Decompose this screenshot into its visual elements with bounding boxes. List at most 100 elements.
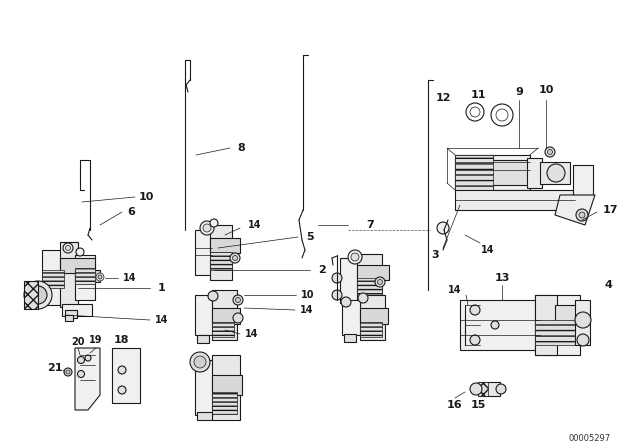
Bar (24, 281, 38, 309)
Circle shape (547, 164, 565, 182)
Circle shape (77, 357, 84, 363)
Bar (478, 382, 488, 396)
Circle shape (437, 222, 449, 234)
Bar (75, 268, 95, 284)
Bar (212, 375, 242, 395)
Text: 15: 15 (470, 400, 486, 410)
Circle shape (66, 370, 70, 374)
Circle shape (65, 246, 70, 250)
Text: 5: 5 (306, 232, 314, 242)
Bar (195, 360, 215, 415)
Circle shape (351, 253, 359, 261)
Bar (60, 258, 95, 273)
Circle shape (76, 248, 84, 256)
Polygon shape (75, 348, 100, 410)
Circle shape (332, 290, 342, 300)
Circle shape (378, 280, 383, 284)
Text: 10: 10 (301, 290, 315, 300)
Circle shape (203, 224, 211, 232)
Circle shape (470, 305, 480, 315)
Circle shape (491, 321, 499, 329)
Bar (478, 382, 500, 396)
Bar (555, 305, 580, 325)
Text: 6: 6 (127, 207, 135, 217)
Text: 16: 16 (447, 400, 463, 410)
Circle shape (232, 255, 237, 260)
Bar (210, 238, 240, 253)
Bar (65, 310, 77, 318)
Circle shape (545, 147, 555, 157)
Circle shape (210, 219, 218, 227)
Bar (460, 300, 540, 350)
Text: 4: 4 (604, 280, 612, 290)
Bar (212, 355, 240, 420)
Circle shape (230, 253, 240, 263)
Bar (42, 250, 64, 305)
Text: 1: 1 (158, 283, 166, 293)
Bar (455, 155, 493, 190)
Bar (490, 160, 530, 185)
Circle shape (341, 297, 351, 307)
Bar (195, 230, 213, 275)
Bar (24, 281, 38, 309)
Bar (197, 335, 209, 343)
Bar (535, 295, 580, 355)
Text: 13: 13 (494, 273, 509, 283)
Circle shape (375, 277, 385, 287)
Circle shape (233, 295, 243, 305)
Bar (360, 308, 388, 324)
Circle shape (579, 212, 585, 218)
Bar (42, 270, 64, 288)
Text: 14: 14 (124, 273, 137, 283)
Text: 9: 9 (515, 87, 523, 97)
Polygon shape (555, 195, 595, 225)
Text: 3: 3 (431, 250, 439, 260)
Text: 14: 14 (300, 305, 314, 315)
Bar (210, 225, 232, 280)
Bar (527, 158, 542, 188)
Bar (212, 308, 240, 324)
Bar (540, 162, 570, 184)
Bar (75, 255, 95, 300)
Text: 20: 20 (71, 337, 84, 347)
Circle shape (348, 250, 362, 264)
Bar (357, 254, 382, 309)
Bar (535, 295, 557, 355)
Circle shape (194, 356, 206, 368)
Text: 12: 12 (435, 93, 451, 103)
Circle shape (236, 297, 241, 302)
Text: 11: 11 (470, 90, 486, 100)
Bar (60, 242, 78, 307)
Text: 17: 17 (602, 205, 618, 215)
Text: 7: 7 (366, 220, 374, 230)
Bar (340, 258, 360, 303)
Bar (455, 155, 530, 190)
Circle shape (208, 291, 218, 301)
Bar (344, 334, 356, 342)
Bar (357, 265, 389, 280)
Bar (212, 322, 234, 337)
Text: 19: 19 (89, 335, 103, 345)
Bar (210, 252, 232, 270)
Text: 2: 2 (318, 265, 326, 275)
Circle shape (575, 312, 591, 328)
Bar (212, 290, 237, 340)
Text: 10: 10 (138, 192, 154, 202)
Bar (455, 155, 493, 190)
Circle shape (233, 313, 243, 323)
Text: 14: 14 (245, 329, 259, 339)
Bar (112, 348, 140, 403)
Circle shape (200, 221, 214, 235)
Bar (357, 278, 382, 296)
Bar (342, 300, 364, 335)
Circle shape (24, 281, 52, 309)
Circle shape (64, 368, 72, 376)
Text: 8: 8 (237, 143, 245, 153)
Circle shape (547, 150, 552, 155)
Circle shape (98, 275, 102, 279)
Circle shape (190, 352, 210, 372)
Text: 14: 14 (156, 315, 169, 325)
Circle shape (29, 286, 47, 304)
Circle shape (496, 384, 506, 394)
Bar (455, 190, 575, 210)
